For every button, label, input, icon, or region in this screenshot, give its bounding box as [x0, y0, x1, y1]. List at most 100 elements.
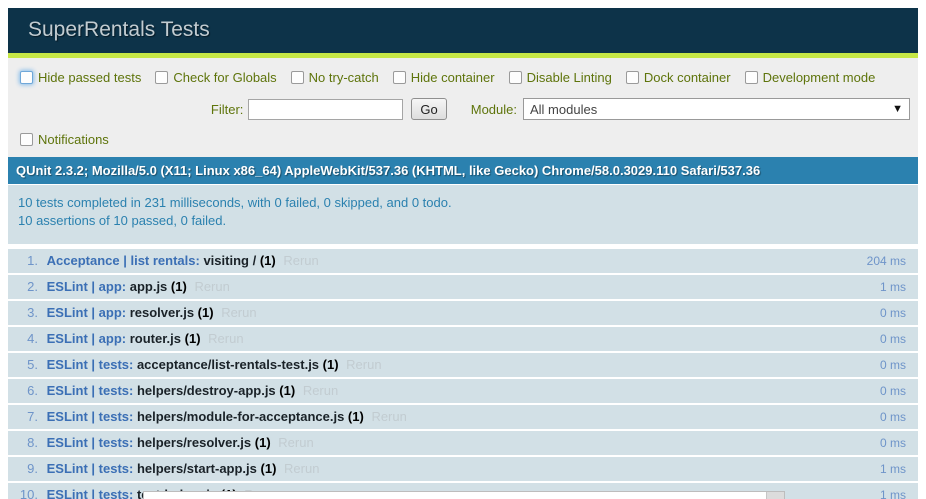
urlconfig-checkboxes: Hide passed tests Check for Globals No t… — [20, 70, 914, 85]
checkbox-hide-passed-tests: Hide passed tests — [20, 70, 141, 85]
test-counts: (1) — [254, 435, 271, 450]
test-runtime: 0 ms — [879, 332, 906, 346]
test-row[interactable]: 1 ms 9. ESLint | tests: helpers/start-ap… — [8, 457, 918, 481]
test-counts: (1) — [322, 357, 339, 372]
test-module-name: ESLint | tests: — [46, 461, 134, 476]
test-name: helpers/destroy-app.js — [136, 383, 276, 398]
checkbox-no-try-catch: No try-catch — [290, 70, 379, 85]
test-name: acceptance/list-rentals-test.js — [136, 357, 320, 372]
test-counts: (1) — [170, 279, 187, 294]
test-runtime: 1 ms — [879, 280, 906, 294]
checkbox-label: Dock container — [643, 70, 731, 85]
test-counts: (1) — [184, 331, 201, 346]
test-module-name: ESLint | app: — [46, 279, 127, 294]
checkbox-label: Hide container — [410, 70, 495, 85]
test-name: helpers/resolver.js — [136, 435, 252, 450]
test-name: app.js — [129, 279, 168, 294]
no-try-catch-checkbox[interactable] — [290, 71, 304, 84]
test-number: 10. — [19, 487, 38, 499]
test-row[interactable]: 1 ms 2. ESLint | app: app.js (1) Rerun — [8, 275, 918, 299]
rerun-link[interactable]: Rerun — [278, 435, 314, 450]
test-module-name: ESLint | tests: — [46, 409, 134, 424]
rerun-link[interactable]: Rerun — [302, 383, 339, 398]
rerun-link[interactable]: Rerun — [283, 253, 319, 268]
test-runtime: 204 ms — [866, 254, 906, 268]
testresult-summary: 10 tests completed in 231 milliseconds, … — [8, 185, 918, 244]
notifications-label: Notifications — [38, 132, 109, 147]
checkbox-dock-container: Dock container — [625, 70, 731, 85]
testresult-line1: 10 tests completed in 231 milliseconds, … — [18, 195, 452, 210]
test-runtime: 1 ms — [879, 462, 906, 476]
filter-module-row: Filter: Go Module: All modules ▼ — [20, 98, 910, 120]
test-number: 6. — [27, 383, 38, 398]
dropdown-arrow-icon: ▼ — [892, 103, 903, 115]
rerun-link[interactable]: Rerun — [221, 305, 257, 320]
test-row[interactable]: 0 ms 6. ESLint | tests: helpers/destroy-… — [8, 379, 918, 403]
checkbox-label: Development mode — [762, 70, 876, 85]
filter-input[interactable] — [248, 98, 404, 120]
test-runtime: 0 ms — [879, 410, 906, 424]
rerun-link[interactable]: Rerun — [194, 279, 230, 294]
check-for-globals-checkbox[interactable] — [155, 71, 169, 84]
test-number: 5. — [27, 357, 38, 372]
test-row[interactable]: 0 ms 8. ESLint | tests: helpers/resolver… — [8, 431, 918, 455]
test-module-name: ESLint | tests: — [46, 383, 134, 398]
test-counts: (1) — [197, 305, 214, 320]
test-row[interactable]: 0 ms 7. ESLint | tests: helpers/module-f… — [8, 405, 918, 429]
dock-container-checkbox[interactable] — [625, 71, 639, 84]
disable-linting-checkbox[interactable] — [508, 71, 522, 84]
checkbox-check-for-globals: Check for Globals — [155, 70, 277, 85]
rerun-link[interactable]: Rerun — [284, 461, 320, 476]
hide-passed-tests-checkbox[interactable] — [20, 71, 33, 84]
checkbox-label: No try-catch — [308, 70, 379, 85]
module-label: Module: — [470, 101, 517, 117]
checkbox-disable-linting: Disable Linting — [508, 70, 612, 85]
test-number: 9. — [27, 461, 38, 476]
test-runtime: 0 ms — [879, 436, 906, 450]
test-number: 4. — [27, 331, 38, 346]
test-name: helpers/start-app.js — [136, 461, 257, 476]
test-module-name: ESLint | tests: — [46, 435, 134, 450]
go-button[interactable]: Go — [411, 98, 447, 120]
hide-container-checkbox[interactable] — [392, 71, 406, 84]
test-row[interactable]: 0 ms 4. ESLint | app: router.js (1) Reru… — [8, 327, 918, 351]
test-module-name: ESLint | tests: — [46, 487, 134, 499]
test-number: 2. — [27, 279, 38, 294]
test-number: 7. — [27, 409, 38, 424]
test-module-name: ESLint | tests: — [46, 357, 134, 372]
test-name: helpers/module-for-acceptance.js — [136, 409, 345, 424]
test-number: 8. — [27, 435, 38, 450]
rerun-link[interactable]: Rerun — [346, 357, 382, 372]
pass-banner — [8, 53, 918, 58]
test-runtime: 0 ms — [879, 306, 906, 320]
useragent-bar: QUnit 2.3.2; Mozilla/5.0 (X11; Linux x86… — [8, 157, 918, 184]
rerun-link[interactable]: Rerun — [371, 409, 407, 424]
page-title: SuperRentals Tests — [8, 8, 918, 53]
testrunner-toolbar: Hide passed tests Check for Globals No t… — [8, 58, 918, 157]
test-name: visiting / — [203, 253, 257, 268]
test-counts: (1) — [279, 383, 296, 398]
test-module-name: ESLint | app: — [46, 305, 127, 320]
notifications-row: Notifications — [20, 132, 914, 147]
rerun-link[interactable]: Rerun — [208, 331, 244, 346]
test-runtime: 1 ms — [879, 488, 906, 499]
test-counts: (1) — [347, 409, 364, 424]
filter-label: Filter: — [210, 101, 244, 117]
test-number: 3. — [27, 305, 38, 320]
test-list: 204 ms 1. Acceptance | list rentals: vis… — [8, 249, 918, 499]
module-select[interactable]: All modules ▼ — [523, 98, 910, 120]
test-row[interactable]: 0 ms 5. ESLint | tests: acceptance/list-… — [8, 353, 918, 377]
test-row[interactable]: 0 ms 3. ESLint | app: resolver.js (1) Re… — [8, 301, 918, 325]
test-name: resolver.js — [129, 305, 195, 320]
checkbox-label: Check for Globals — [173, 70, 277, 85]
test-container — [143, 491, 785, 499]
scrollbar[interactable] — [766, 492, 784, 499]
test-row[interactable]: 204 ms 1. Acceptance | list rentals: vis… — [8, 249, 918, 273]
test-runtime: 0 ms — [879, 358, 906, 372]
test-counts: (1) — [259, 253, 276, 268]
checkbox-label: Disable Linting — [526, 70, 612, 85]
checkbox-development-mode: Development mode — [744, 70, 876, 85]
development-mode-checkbox[interactable] — [744, 71, 758, 84]
notifications-checkbox[interactable] — [20, 133, 33, 146]
